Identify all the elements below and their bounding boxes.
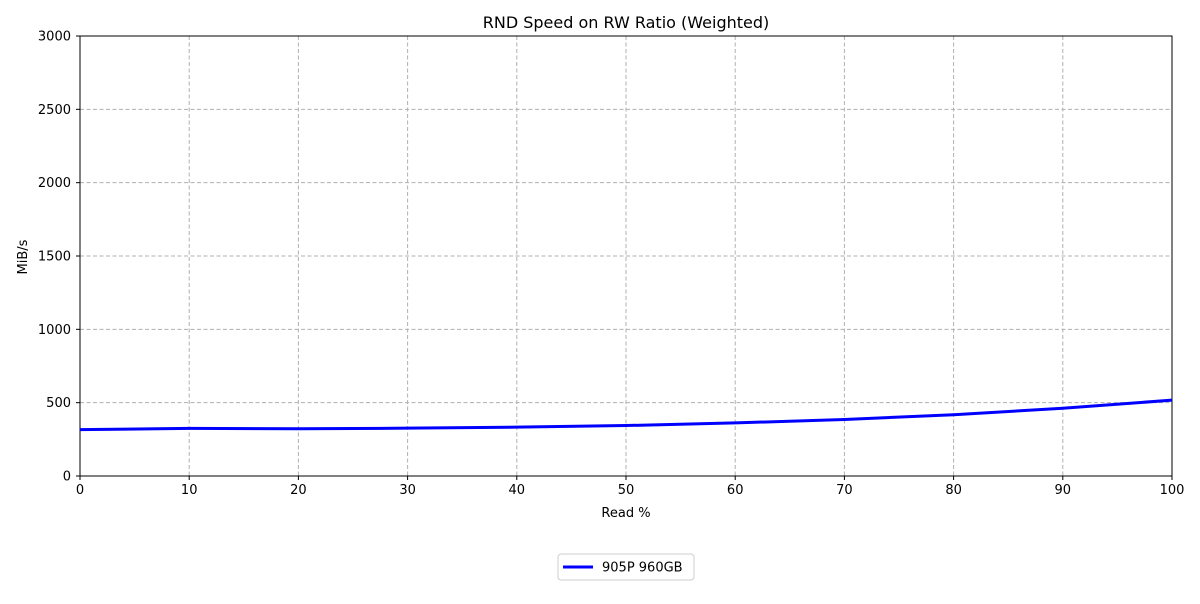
y-tick-label: 2500 (38, 103, 71, 118)
series-layer (79, 398, 1173, 432)
legend: 905P 960GB (557, 553, 695, 581)
x-tick-label: 20 (290, 483, 307, 498)
x-tick-label: 0 (76, 483, 84, 498)
y-axis-label: MiB/s (16, 239, 31, 274)
axes: 0 10 20 30 40 50 60 70 80 90 100050010001500200025… (38, 30, 1185, 499)
legend-box (557, 553, 695, 581)
x-axis-label: Read % (601, 506, 650, 521)
x-tick-label: 10 (181, 483, 198, 498)
y-tick-label: 3000 (38, 30, 71, 45)
y-tick-label: 1500 (38, 250, 71, 265)
y-tick-label: 1000 (38, 323, 71, 338)
x-tick-label: 60 (727, 483, 744, 498)
series-line (79, 398, 1173, 432)
y-tick-label: 500 (46, 396, 71, 411)
x-tick-label: 70 (836, 483, 853, 498)
chart-title: RND Speed on RW Ratio (Weighted) (483, 13, 770, 32)
x-tick-label: 30 (399, 483, 416, 498)
y-tick-label: 0 (63, 470, 71, 485)
x-tick-label: 80 (945, 483, 962, 498)
legend-label: 905P 960GB (602, 561, 683, 576)
grid-lines (80, 36, 1172, 476)
x-tick-label: 100 (1160, 483, 1185, 498)
x-tick-label: 90 (1055, 483, 1072, 498)
x-tick-label: 40 (509, 483, 526, 498)
y-tick-label: 2000 (38, 176, 71, 191)
x-tick-label: 50 (618, 483, 635, 498)
